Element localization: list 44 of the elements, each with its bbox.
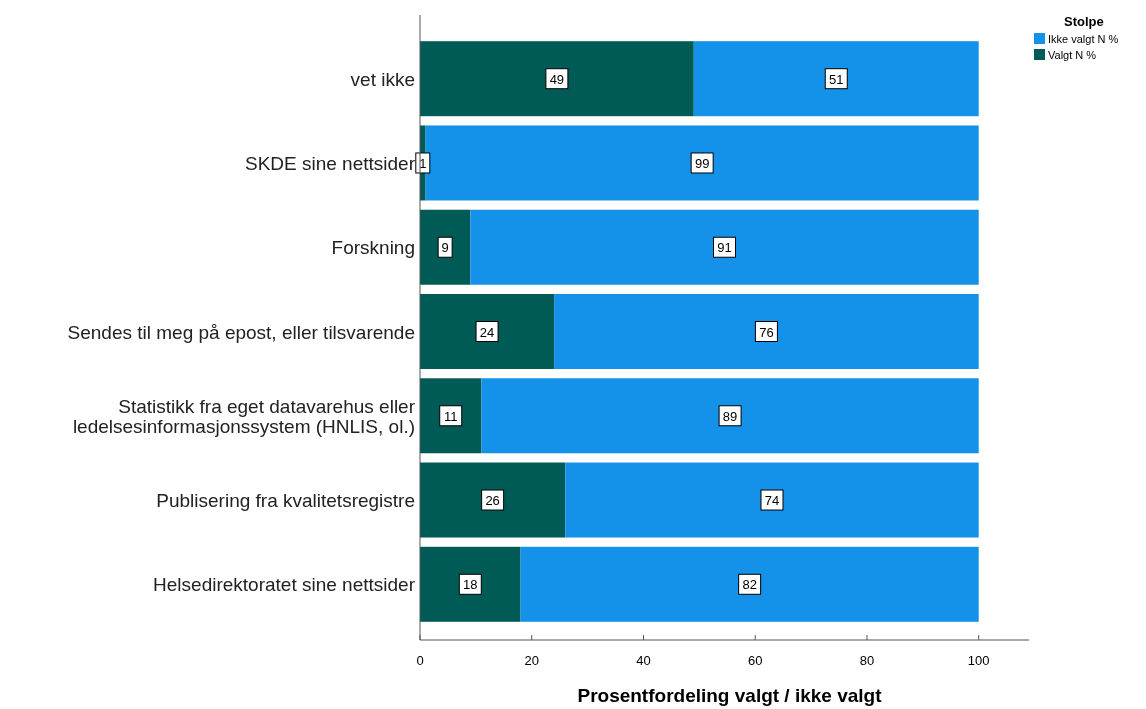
data-label: 76	[759, 324, 774, 340]
y-tick-label: vet ikke	[350, 68, 415, 90]
y-tick-label: SKDE sine nettsider	[244, 152, 416, 174]
x-tick-label: 80	[859, 653, 875, 668]
bar	[565, 462, 979, 538]
data-label: 99	[694, 155, 710, 171]
y-tick-label: Helsedirektoratet sine nettsider	[153, 574, 416, 596]
data-label: 26	[485, 493, 500, 509]
data-label: 74	[764, 493, 780, 509]
x-tick-label: 100	[967, 653, 990, 668]
x-tick-label: 0	[416, 653, 424, 668]
bar	[520, 546, 979, 622]
bar	[470, 209, 979, 285]
data-label: 91	[717, 240, 732, 256]
bar	[420, 41, 694, 117]
legend-label: Ikke valgt N %	[1048, 33, 1119, 45]
bar	[554, 294, 979, 369]
y-tick-label: Sendes til meg på epost, eller tilsvarende	[67, 321, 415, 343]
y-tick-label: Statistikk fra eget datavarehus eller ledelsesinformasjonssystem (HNLIS, ol.)	[72, 395, 416, 437]
x-tick-label: 20	[524, 653, 539, 668]
x-tick-label: 60	[747, 653, 763, 668]
data-label: 49	[549, 71, 565, 87]
data-label: 9	[441, 240, 449, 256]
data-label: 24	[479, 324, 495, 340]
bar	[425, 125, 979, 201]
y-tick-label: Publisering fra kvalitetsregistre	[156, 490, 415, 512]
data-label: 18	[463, 577, 478, 593]
data-label: 89	[722, 408, 738, 424]
bar	[420, 209, 471, 285]
bar	[420, 546, 521, 622]
data-label: 82	[742, 577, 757, 593]
bar	[693, 41, 979, 117]
y-tick-label: Forskning	[331, 237, 415, 259]
x-axis-title: Prosentfordeling valgt / ikke valgt	[577, 685, 883, 706]
bar	[420, 294, 555, 369]
bar	[420, 462, 566, 538]
data-label: 1	[419, 155, 427, 171]
legend-title: Stolpe	[1064, 14, 1104, 29]
data-label: 11	[443, 408, 458, 424]
legend-label: Valgt N %	[1048, 49, 1097, 61]
bar	[420, 378, 482, 454]
data-label: 51	[829, 71, 844, 87]
bar	[481, 378, 979, 454]
x-tick-label: 40	[636, 653, 651, 668]
